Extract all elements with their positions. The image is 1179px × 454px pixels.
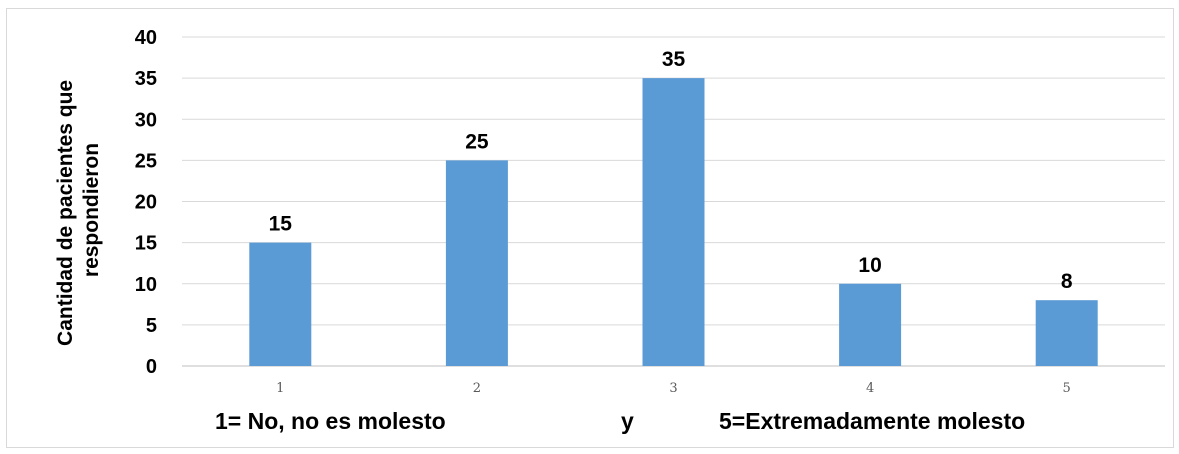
x-tick-label: 5 <box>1063 381 1071 396</box>
data-label: 25 <box>465 130 489 153</box>
data-label: 8 <box>1061 270 1073 293</box>
bar <box>839 283 902 366</box>
y-axis-ticks: 0 5 10 15 20 25 30 35 40 <box>135 27 157 378</box>
y-axis-label-line-1: Cantidad de pacientes que <box>54 80 77 346</box>
chart-frame <box>6 8 1174 448</box>
y-tick-label: 20 <box>135 192 157 214</box>
y-tick-label: 30 <box>135 109 157 131</box>
data-label: 10 <box>858 254 881 277</box>
x-tick-label: 1 <box>276 381 284 396</box>
y-tick-label: 25 <box>135 150 157 172</box>
y-axis-label: Cantidad de pacientes que respondieron <box>54 74 103 346</box>
y-axis-label-line-2: respondieron <box>80 143 103 277</box>
x-tick-label: 2 <box>473 381 481 396</box>
bar <box>1035 300 1098 366</box>
x-tick-label: 3 <box>669 381 677 396</box>
data-label: 35 <box>662 48 686 71</box>
bar <box>445 160 508 366</box>
y-tick-label: 5 <box>146 315 157 337</box>
x-axis-label-right: 5=Extremadamente molesto <box>719 408 1025 434</box>
x-tick-label: 4 <box>866 381 874 396</box>
x-axis-ticks: 1 2 3 4 5 <box>276 381 1071 396</box>
bar <box>642 78 705 366</box>
x-axis-label-connector: y <box>621 408 634 434</box>
y-tick-label: 0 <box>146 356 157 378</box>
bars <box>249 78 1098 366</box>
data-label: 15 <box>269 213 293 236</box>
y-tick-label: 40 <box>135 27 157 49</box>
y-tick-label: 15 <box>135 233 157 255</box>
bar <box>249 242 312 366</box>
x-axis-label-left: 1= No, no es molesto <box>215 408 446 434</box>
y-tick-label: 35 <box>135 68 157 90</box>
y-tick-label: 10 <box>135 274 157 296</box>
data-labels: 15 25 35 10 8 <box>269 48 1073 293</box>
